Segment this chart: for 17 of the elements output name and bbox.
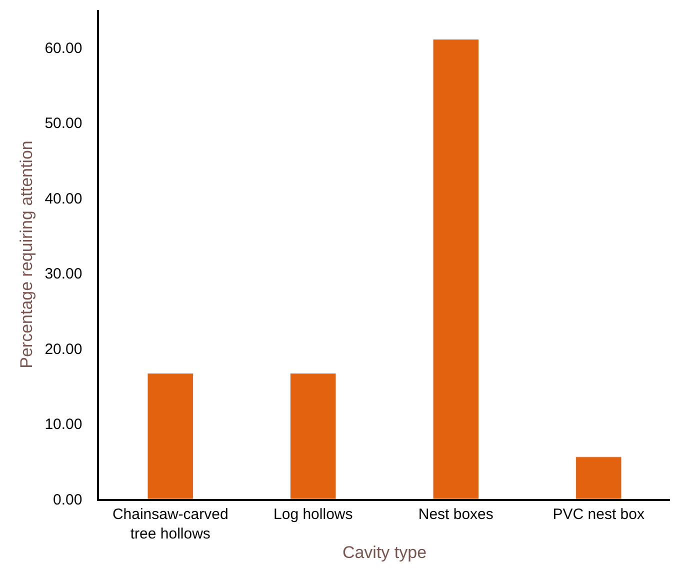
x-tick-label: Nest boxes (418, 506, 494, 523)
y-tick-label: 0.00 (53, 491, 82, 508)
bar (576, 456, 622, 499)
y-axis-title: Percentage requiring attention (16, 140, 36, 368)
x-tick-label: PVC nest box (552, 506, 645, 523)
y-tick-label: 10.00 (44, 416, 82, 434)
bar (290, 373, 336, 499)
y-tick-label: 50.00 (44, 115, 82, 132)
y-tick-label: 40.00 (44, 190, 82, 208)
y-tick-label: 20.00 (44, 340, 82, 358)
bar (147, 373, 194, 499)
x-tick-label: Log hollows (274, 506, 353, 523)
bar (432, 39, 479, 499)
x-axis-title: Cavity type (342, 543, 427, 562)
x-tick-label: Chainsaw-carved tree hollows (112, 506, 228, 542)
y-tick-label: 60.00 (44, 40, 82, 57)
y-tick-label: 30.00 (44, 266, 82, 283)
